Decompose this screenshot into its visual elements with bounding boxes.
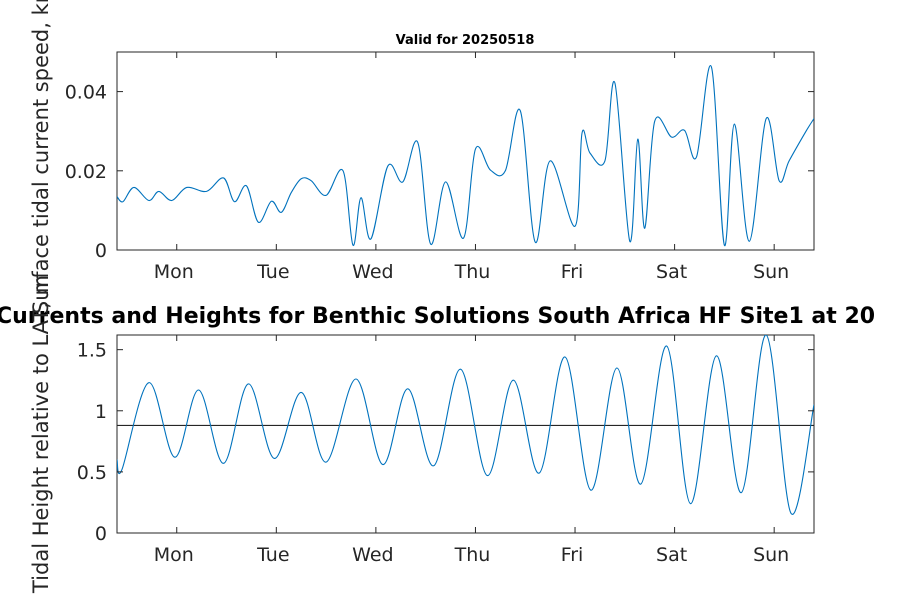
y-tick-label: 0 [95,240,107,262]
y-tick-label: 0.02 [65,161,107,183]
chart-subtitle: Valid for 20250518 [396,33,535,48]
y-tick-label: 0 [95,523,107,545]
current-speed-axes: Mon Tue Wed Thu Fri Sat Sun 0 0.02 0.04 [65,51,815,283]
series-line [117,335,814,515]
x-tick-label: Fri [561,261,584,283]
y-axis-label-current-speed: Surface tidal current speed, kn [29,0,53,314]
plot-frame [116,51,815,251]
x-tick-label: Fri [561,544,584,566]
x-tick-label: Sat [656,544,687,566]
x-tick-label: Mon [154,261,194,283]
x-tick-label: Wed [352,544,393,566]
x-tick-label: Sun [753,544,789,566]
y-axis-label-tidal-height: Tidal Height relative to LAT, m [29,275,53,594]
x-tick-label: Thu [454,544,491,566]
x-tick-label: Wed [352,261,393,283]
y-tick-label: 1.5 [77,340,107,362]
x-tick-label: Tue [256,261,289,283]
y-tick-label: 1 [95,401,107,423]
x-tick-label: Tue [256,544,289,566]
series-line [117,64,814,246]
x-tick-label: Thu [454,261,491,283]
main-title: Currents and Heights for Benthic Solutio… [0,304,875,329]
x-tick-label: Mon [154,544,194,566]
y-tick-label: 0.04 [65,82,107,104]
y-tick-label: 0.5 [77,462,107,484]
x-tick-label: Sun [753,261,789,283]
plot-frame [116,334,815,534]
x-tick-label: Sat [656,261,687,283]
tidal-height-axes: Mon Tue Wed Thu Fri Sat Sun 0 0.5 1 1.5 [77,334,815,566]
